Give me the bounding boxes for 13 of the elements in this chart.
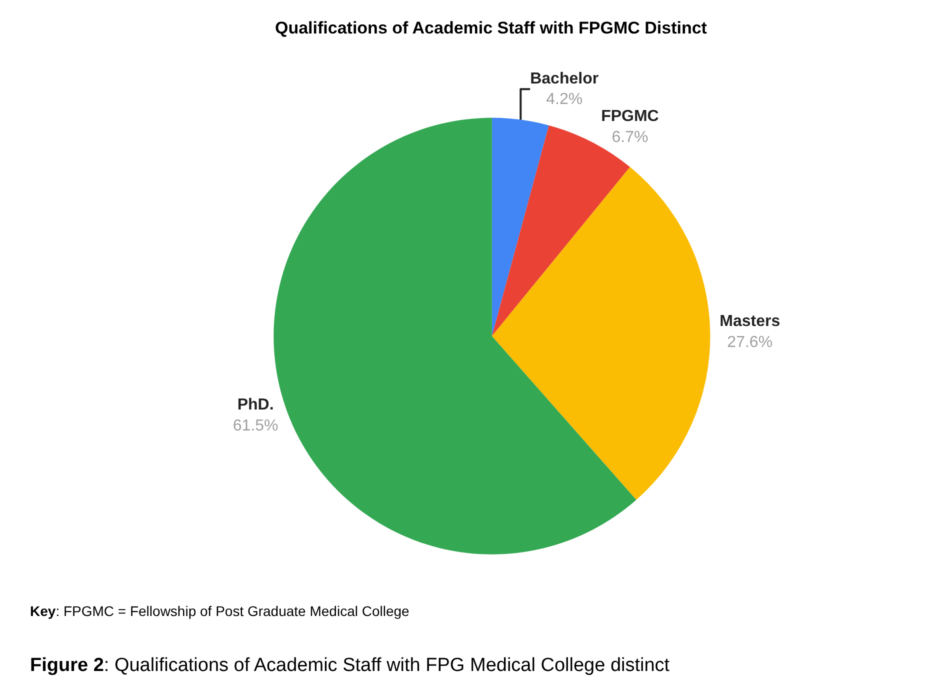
slice-label: FPGMC (601, 108, 660, 126)
pie-slice (492, 167, 710, 500)
data-label: 27.6% (727, 334, 773, 351)
slice-label: PhD. (237, 396, 274, 414)
data-label: 4.2% (546, 91, 583, 108)
text: Key: FPGMC = Fellowship of Post Graduate Medical College (30, 603, 410, 619)
data-label: 6.7% (612, 128, 648, 146)
caption: Figure 2: Qualifications of Academic Staff with FPG Medical College distinct (30, 655, 670, 676)
data-label: 61.5% (232, 418, 278, 435)
pie-slice (492, 118, 549, 336)
chart-title: Qualifications of Academic Staff with FPGMC Distinct (274, 18, 708, 38)
slice-label: Bachelor (530, 70, 599, 88)
slice-label: Masters (720, 313, 780, 330)
